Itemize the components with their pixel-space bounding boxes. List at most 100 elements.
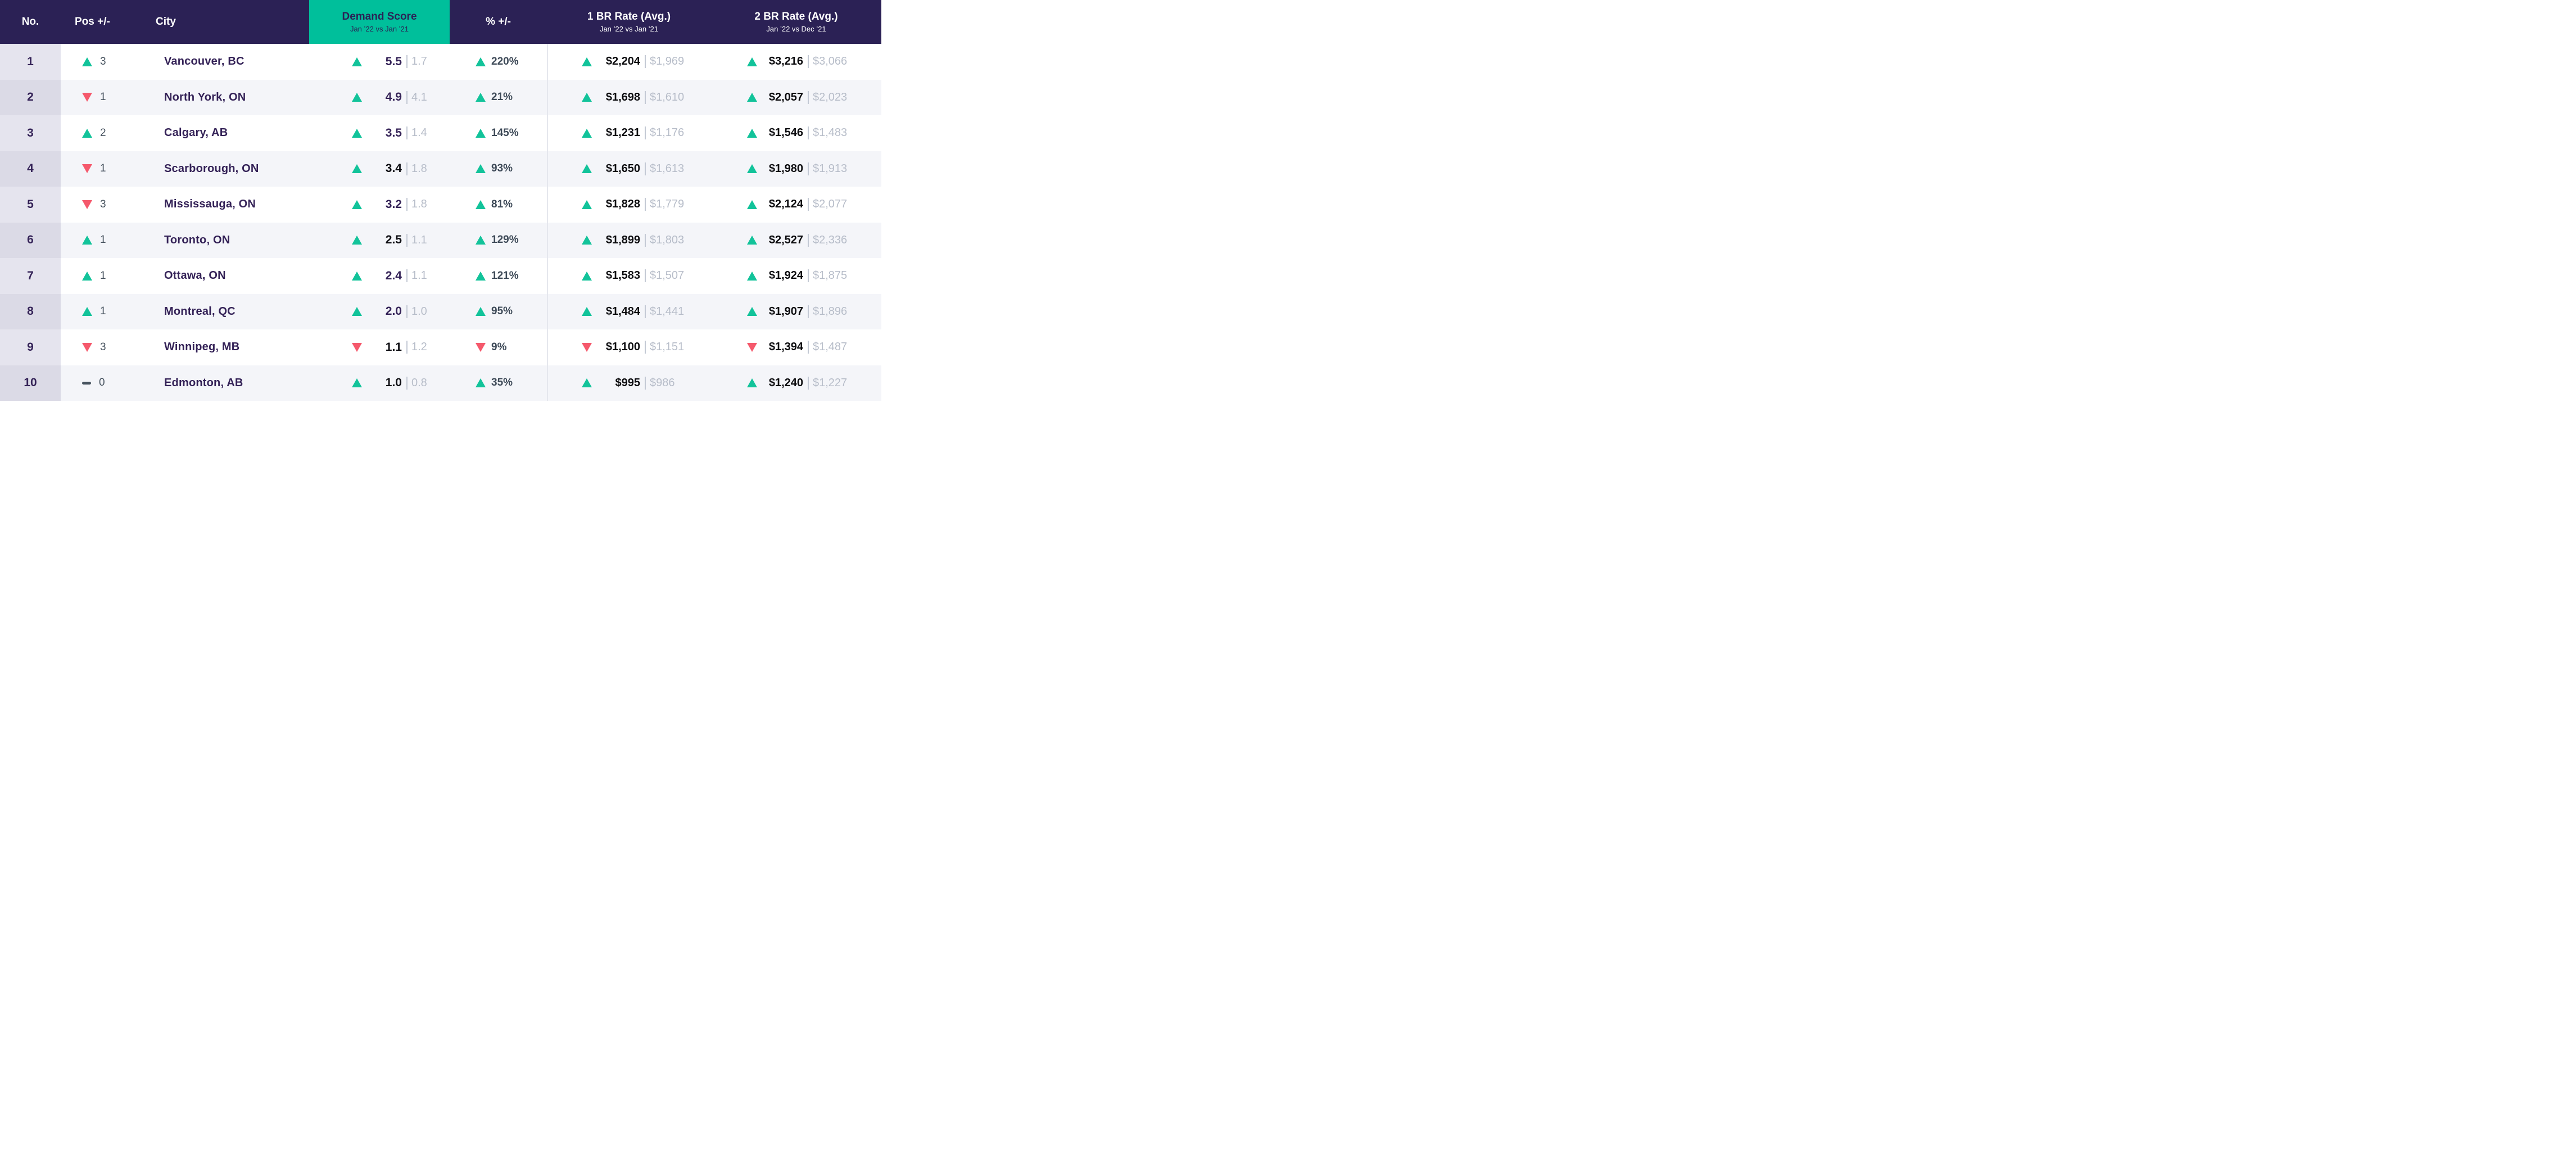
percent-change-value: 21% <box>491 91 513 103</box>
city-name: Scarborough, ON <box>164 162 259 175</box>
column-header-rank: No. <box>0 0 61 44</box>
value-separator <box>645 198 646 211</box>
percent-change-value: 9% <box>491 341 507 353</box>
two-br-rate-cell: $1,924 $1,875 <box>711 258 881 294</box>
position-change-value: 0 <box>99 377 105 389</box>
trend-up-icon <box>747 128 757 138</box>
table-row: 6 1 Toronto, ON 2.5 1.1 129% $1,899 $1,8… <box>0 222 881 259</box>
demand-score-cell: 2.4 1.1 <box>309 258 450 294</box>
position-change-cell: 3 <box>61 187 139 223</box>
percent-change-value: 35% <box>491 377 513 389</box>
value-separator <box>808 341 809 354</box>
trend-up-icon <box>476 200 486 209</box>
demand-score-current: 2.4 <box>385 269 402 282</box>
demand-score-current: 1.1 <box>385 340 402 354</box>
rank-cell: 7 <box>0 258 61 294</box>
two-br-rate-previous: $2,023 <box>813 91 848 103</box>
position-change-value: 1 <box>100 91 106 103</box>
trend-up-icon <box>82 307 92 317</box>
demand-score-cell: 5.5 1.7 <box>309 44 450 80</box>
city-cell: Winnipeg, MB <box>139 329 309 365</box>
percent-change-value: 220% <box>491 55 519 67</box>
two-br-rate-current: $1,240 <box>768 376 803 389</box>
percent-change-value: 93% <box>491 162 513 175</box>
position-change-cell: 1 <box>61 80 139 116</box>
percent-change-value: 121% <box>491 269 519 282</box>
one-br-rate-current: $1,484 <box>605 305 640 318</box>
percent-change-cell: 93% <box>450 151 547 187</box>
city-name: Calgary, AB <box>164 126 228 139</box>
trend-up-icon <box>476 378 486 388</box>
trend-up-icon <box>747 200 757 209</box>
two-br-rate-cell: $2,057 $2,023 <box>711 80 881 116</box>
trend-up-icon <box>582 128 592 138</box>
trend-up-icon <box>582 200 592 209</box>
one-br-rate-previous: $986 <box>650 376 675 389</box>
trend-up-icon <box>352 128 362 138</box>
percent-change-cell: 95% <box>450 294 547 330</box>
one-br-rate-previous: $1,803 <box>650 233 685 246</box>
two-br-rate-previous: $1,896 <box>813 305 848 318</box>
one-br-rate-cell: $1,899 $1,803 <box>547 222 711 258</box>
demand-score-previous: 1.2 <box>411 341 427 354</box>
trend-up-icon <box>747 236 757 245</box>
demand-score-cell: 1.1 1.2 <box>309 329 450 365</box>
percent-change-cell: 145% <box>450 115 547 151</box>
demand-score-current: 5.5 <box>385 55 402 68</box>
two-br-rate-previous: $1,483 <box>813 126 848 139</box>
two-br-rate-current: $1,980 <box>768 162 803 175</box>
trend-down-icon <box>82 93 92 102</box>
position-change-value: 3 <box>100 198 106 210</box>
trend-up-icon <box>747 93 757 102</box>
city-name: Mississauga, ON <box>164 198 256 211</box>
position-change-cell: 3 <box>61 44 139 80</box>
rank-cell: 8 <box>0 293 61 329</box>
demand-score-cell: 2.5 1.1 <box>309 223 450 259</box>
one-br-rate-current: $1,828 <box>605 198 640 211</box>
trend-up-icon <box>476 93 486 102</box>
city-name: Winnipeg, MB <box>164 341 240 354</box>
trend-flat-icon <box>82 381 91 385</box>
one-br-rate-current: $995 <box>615 376 641 389</box>
trend-up-icon <box>582 93 592 102</box>
table-row: 4 1 Scarborough, ON 3.4 1.8 93% $1,650 $… <box>0 151 881 187</box>
position-change-cell: 1 <box>61 294 139 330</box>
percent-change-value: 95% <box>491 305 513 318</box>
position-change-cell: 1 <box>61 151 139 187</box>
column-header-percent-change-label: % +/- <box>486 15 511 28</box>
demand-score-previous: 1.8 <box>411 198 427 211</box>
rank-number: 6 <box>27 233 34 247</box>
rank-cell: 2 <box>0 79 61 115</box>
trend-down-icon <box>82 342 92 352</box>
city-name: Montreal, QC <box>164 305 236 318</box>
percent-change-cell: 121% <box>450 258 547 294</box>
value-separator <box>645 376 646 390</box>
position-change-value: 2 <box>100 126 106 139</box>
percent-change-cell: 21% <box>450 80 547 116</box>
value-separator <box>406 269 408 283</box>
value-separator <box>645 305 646 318</box>
percent-change-cell: 35% <box>450 365 547 401</box>
city-cell: Toronto, ON <box>139 223 309 259</box>
demand-score-previous: 1.4 <box>411 126 427 139</box>
rental-demand-ranking-table: No. Pos +/- City Demand Score Jan ’22 vs… <box>0 0 881 401</box>
demand-score-cell: 3.4 1.8 <box>309 151 450 187</box>
value-separator <box>808 162 809 175</box>
two-br-rate-cell: $1,240 $1,227 <box>711 365 881 401</box>
value-separator <box>645 91 646 104</box>
column-header-percent-change: % +/- <box>450 0 547 44</box>
two-br-rate-current: $1,907 <box>768 305 803 318</box>
one-br-rate-previous: $1,151 <box>650 341 685 354</box>
rank-number: 8 <box>27 305 34 318</box>
two-br-rate-cell: $3,216 $3,066 <box>711 44 881 80</box>
trend-up-icon <box>747 307 757 317</box>
column-header-rank-label: No. <box>21 15 39 28</box>
value-separator <box>808 126 809 140</box>
demand-score-previous: 1.1 <box>411 269 427 282</box>
rank-number: 7 <box>27 269 34 282</box>
value-separator <box>808 55 809 69</box>
position-change-value: 1 <box>100 234 106 246</box>
position-change-value: 1 <box>100 305 106 318</box>
value-separator <box>808 376 809 390</box>
column-header-city: City <box>139 0 309 44</box>
